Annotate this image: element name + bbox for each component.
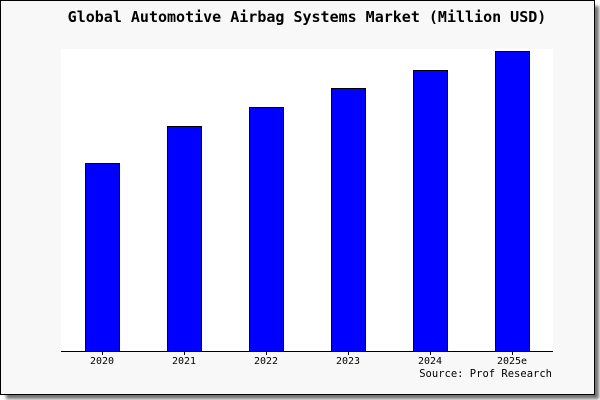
- x-label-2020: 2020: [89, 356, 115, 367]
- x-axis-tick: [429, 352, 431, 355]
- bar-2024: [412, 69, 448, 351]
- bar-slot-2021: [143, 49, 225, 351]
- x-axis-tick: [101, 352, 103, 355]
- bar-slot-2022: [225, 49, 307, 351]
- chart-title: Global Automotive Airbag Systems Market …: [67, 8, 547, 26]
- plot-area: [61, 49, 553, 352]
- x-axis-tick: [265, 352, 267, 355]
- chart-page: Global Automotive Airbag Systems Market …: [0, 0, 595, 395]
- x-label-slot-2020: 2020: [61, 352, 143, 372]
- bar-slot-2025e: [471, 49, 553, 351]
- source-note: Source: Prof Research: [419, 368, 552, 380]
- x-label-2025e: 2025e: [496, 356, 528, 367]
- x-axis: 2020 2021 2022 2023 2024 2025e: [61, 352, 553, 372]
- x-label-slot-2025e: 2025e: [471, 352, 553, 372]
- bar-slot-2023: [307, 49, 389, 351]
- bar-series: [61, 49, 553, 351]
- bar-2023: [330, 87, 366, 351]
- bar-2020: [84, 163, 120, 351]
- x-label-2024: 2024: [417, 356, 443, 367]
- x-label-slot-2023: 2023: [307, 352, 389, 372]
- bar-2025e: [494, 51, 530, 351]
- x-label-slot-2021: 2021: [143, 352, 225, 372]
- x-label-slot-2022: 2022: [225, 352, 307, 372]
- bar-2022: [248, 106, 284, 351]
- bar-slot-2020: [61, 49, 143, 351]
- x-axis-tick: [511, 352, 513, 355]
- x-label-slot-2024: 2024: [389, 352, 471, 372]
- x-label-2021: 2021: [171, 356, 197, 367]
- bar-slot-2024: [389, 49, 471, 351]
- x-label-2022: 2022: [253, 356, 279, 367]
- x-axis-tick: [347, 352, 349, 355]
- bar-2021: [166, 126, 202, 351]
- x-label-2023: 2023: [335, 356, 361, 367]
- x-axis-tick: [183, 352, 185, 355]
